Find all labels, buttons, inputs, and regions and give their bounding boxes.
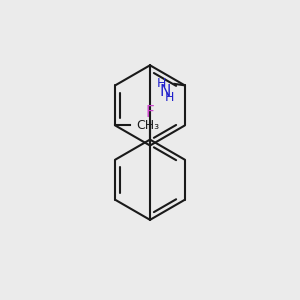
Text: F: F	[146, 105, 154, 120]
Text: H: H	[156, 77, 166, 90]
Text: H: H	[165, 91, 175, 104]
Text: CH₃: CH₃	[136, 119, 159, 132]
Text: N: N	[160, 84, 171, 99]
